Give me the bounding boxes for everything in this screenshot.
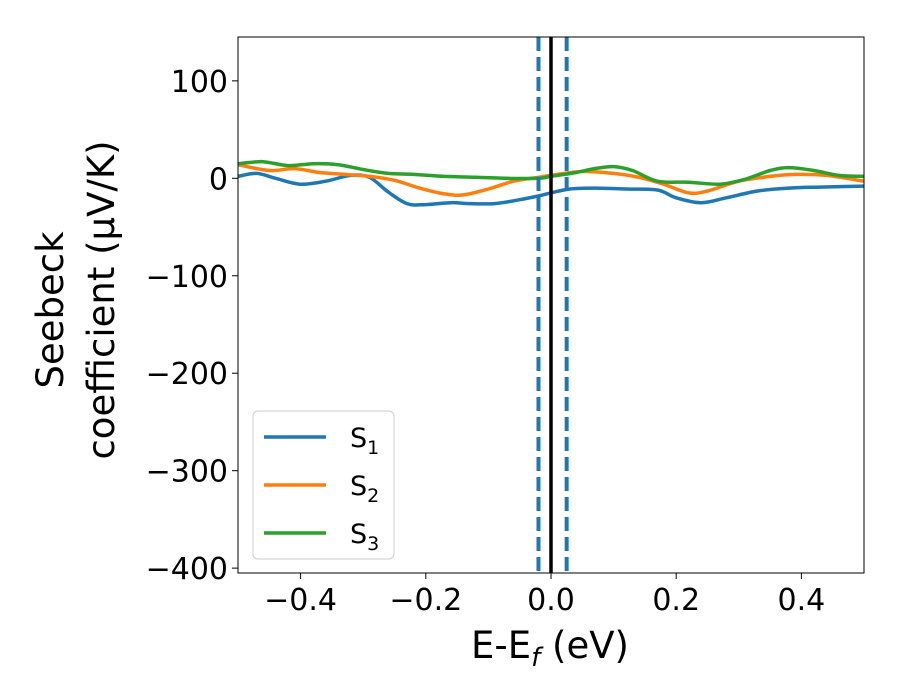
x-tick-label: 0.2 [652, 583, 700, 618]
plot-frame [237, 36, 865, 574]
legend-label-s3: S3 [350, 519, 379, 555]
series-line-s3 [238, 159, 864, 186]
legend-entries: S1 S2 S3 [264, 423, 379, 555]
x-tick-label: 0.4 [778, 583, 826, 618]
y-tick-label: 100 [171, 65, 228, 100]
y-tick-label: 0 [209, 162, 228, 197]
legend: S1 S2 S3 [252, 410, 395, 560]
x-axis-title: E-Ef (eV) [471, 624, 629, 673]
y-axis-title-line1: Seebeck [29, 231, 72, 389]
x-tick-label: −0.4 [264, 583, 337, 618]
x-tick-label: 0.0 [527, 583, 575, 618]
y-tick-label: −300 [146, 455, 228, 490]
x-tick-label: −0.2 [389, 583, 462, 618]
y-tick-label: −200 [146, 357, 228, 392]
y-tick-label: −400 [146, 552, 228, 587]
y-tick-label: −100 [146, 260, 228, 295]
ticks-layer: −0.4 −0.2 0.0 0.2 0.4 100 0 −100 −200 −300 −400 [146, 65, 826, 618]
legend-label-s1: S1 [350, 423, 379, 459]
y-axis-title-line2: coefficient (μV/K) [80, 140, 123, 459]
series-line-s1 [238, 171, 864, 207]
legend-label-s2: S2 [350, 471, 379, 507]
vline-layer [536, 37, 569, 573]
